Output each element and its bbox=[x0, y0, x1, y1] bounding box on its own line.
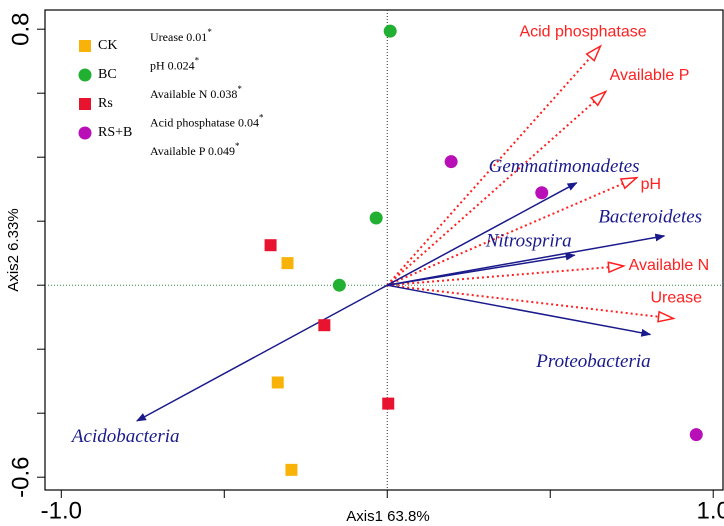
species-arrow bbox=[136, 284, 388, 422]
point bbox=[285, 463, 298, 476]
species-label: Acidobacteria bbox=[70, 426, 180, 447]
environment-arrow bbox=[386, 178, 636, 287]
point bbox=[332, 278, 346, 292]
legend-label: RS+B bbox=[98, 125, 132, 140]
environment-label: Acid phosphatase bbox=[519, 23, 646, 40]
species-arrow bbox=[386, 182, 578, 286]
species-arrow bbox=[387, 284, 652, 337]
point bbox=[383, 24, 397, 38]
legend-marker bbox=[78, 68, 92, 82]
environment-arrow bbox=[386, 46, 600, 286]
legend-marker bbox=[79, 98, 91, 110]
y-tick-label: 0.8 bbox=[7, 13, 34, 46]
species-arrow bbox=[387, 233, 666, 286]
x-tick-label: 1.0 bbox=[697, 497, 724, 524]
annotation: pH 0.024* bbox=[150, 56, 200, 73]
point bbox=[444, 155, 458, 169]
species-label: Proteobacteria bbox=[535, 351, 650, 372]
environment-arrow bbox=[387, 266, 623, 287]
legend-label: CK bbox=[98, 38, 117, 53]
point bbox=[318, 319, 331, 332]
environment-arrow bbox=[386, 92, 605, 286]
x-axis-label: Axis1 63.8% bbox=[346, 508, 429, 525]
legend-marker bbox=[79, 40, 91, 52]
y-axis-label: Axis2 6.33% bbox=[5, 208, 22, 291]
environment-label: Urease bbox=[650, 290, 702, 307]
point bbox=[264, 239, 277, 252]
legend-label: BC bbox=[98, 67, 117, 82]
point bbox=[689, 428, 703, 442]
species-label: Bacteroidetes bbox=[598, 206, 702, 227]
point bbox=[535, 186, 549, 200]
environment-label: pH bbox=[641, 176, 661, 193]
x-tick-label: -1.0 bbox=[41, 497, 82, 524]
annotation: Available N 0.038* bbox=[150, 84, 242, 101]
environment-label: Available P bbox=[610, 67, 690, 84]
y-tick-label: -0.6 bbox=[7, 457, 34, 498]
point bbox=[369, 211, 383, 225]
environment-arrow bbox=[387, 284, 673, 318]
point bbox=[281, 257, 294, 270]
species-arrow bbox=[387, 252, 576, 286]
point bbox=[382, 397, 395, 410]
annotation: Available P 0.049* bbox=[150, 141, 240, 158]
legend-label: Rs bbox=[98, 96, 113, 111]
legend-marker bbox=[78, 126, 92, 140]
environment-label: Available N bbox=[629, 257, 710, 274]
species-label: Nitrosprira bbox=[485, 230, 572, 251]
species-label: Gemmatimonadetes bbox=[489, 156, 640, 177]
annotation: Urease 0.01* bbox=[150, 27, 212, 44]
plot-frame bbox=[44, 9, 724, 491]
point bbox=[271, 376, 284, 389]
annotation: Acid phosphatase 0.04* bbox=[150, 113, 264, 130]
